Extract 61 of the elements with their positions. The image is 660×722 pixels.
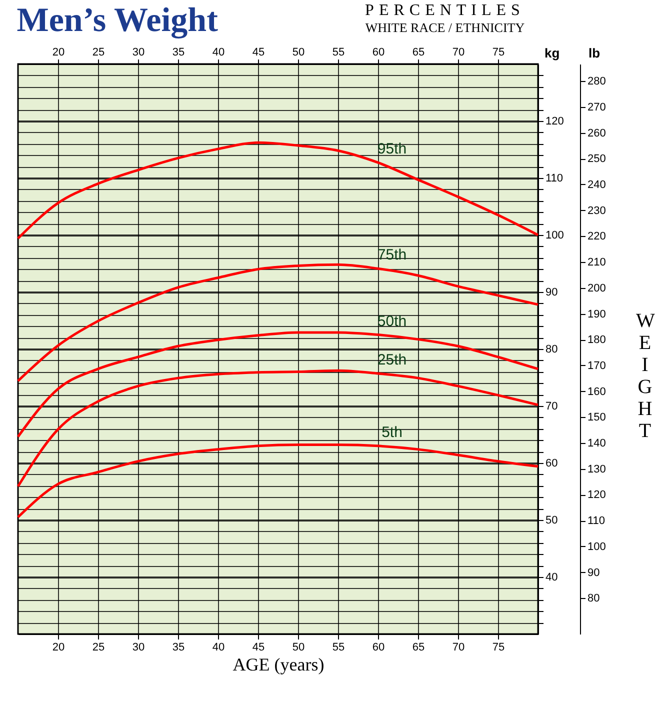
y2-tick-label: 120 [588, 489, 606, 502]
y2-tick-label: 180 [588, 334, 606, 346]
y-tick-label: 40 [546, 572, 558, 584]
y2-tick-label: 240 [588, 178, 606, 191]
chart-title: Men’s Weight [16, 2, 219, 39]
y2-tick-label: 200 [588, 282, 606, 294]
y-tick-label: 90 [546, 286, 558, 298]
x-tick-label: 70 [452, 46, 465, 58]
y2-tick-label: 250 [588, 153, 606, 166]
x-tick-label: 50 [292, 46, 305, 58]
x-tick-label: 45 [252, 46, 265, 58]
x2-tick-label: 25 [92, 642, 105, 654]
x-tick-label: 35 [172, 46, 185, 58]
x2-tick-label: 70 [452, 642, 465, 654]
x2-tick-label: 60 [372, 642, 385, 654]
x2-tick-label: 55 [332, 642, 345, 654]
y2-tick-label: 280 [588, 76, 606, 88]
x-tick-label: 20 [52, 46, 65, 58]
y2-tick-label: 130 [588, 463, 606, 476]
y-tick-label: 120 [546, 116, 564, 128]
x2-tick-label: 20 [52, 642, 65, 654]
y-axis-title: kg [544, 46, 560, 60]
x-tick-label: 75 [492, 46, 505, 58]
y2-tick-label: 90 [588, 566, 600, 579]
y2-tick-label: 260 [588, 127, 606, 140]
x-tick-label: 60 [372, 46, 385, 58]
x-tick-label: 55 [332, 46, 345, 58]
text: WEIGHT [636, 310, 655, 442]
y-tick-label: 80 [546, 344, 558, 356]
y2-tick-label: 150 [588, 412, 606, 424]
x-axis-title: AGE (years) [232, 654, 324, 674]
x-tick-label: 25 [92, 46, 105, 58]
text: WHITE RACE / ETHNICITY [364, 20, 526, 36]
y2-tick-label: 220 [588, 230, 606, 243]
x2-tick-label: 35 [172, 642, 185, 654]
y2-tick-label: 140 [588, 438, 606, 450]
x2-tick-label: 30 [132, 642, 145, 654]
x2-tick-label: 45 [252, 642, 265, 654]
y2-axis-title: lb [588, 46, 600, 60]
y-tick-label: 70 [546, 400, 558, 412]
y2-tick-label: 210 [588, 256, 606, 269]
x-tick-label: 65 [412, 46, 425, 58]
y-tick-label: 50 [546, 514, 558, 526]
x2-tick-label: 40 [212, 642, 225, 654]
x2-tick-label: 75 [492, 642, 505, 654]
y2-tick-label: 190 [588, 308, 606, 320]
chart-subtitle: PERCENTILES [364, 2, 526, 20]
y-tick-label: 60 [546, 458, 558, 470]
y-tick-label: 110 [546, 172, 564, 184]
y2-tick-label: 270 [588, 101, 606, 114]
y2-tick-label: 170 [588, 360, 606, 372]
x-tick-label: 40 [212, 46, 225, 58]
y2-tick-label: 160 [588, 386, 606, 398]
y2-tick-label: 230 [588, 204, 606, 217]
y2-tick-label: 110 [588, 515, 606, 528]
x2-tick-label: 65 [412, 642, 425, 654]
y2-tick-label: 100 [588, 540, 606, 553]
x-tick-label: 30 [132, 46, 145, 58]
y2-tick-label: 80 [588, 592, 600, 605]
y-tick-label: 100 [546, 230, 564, 242]
x2-tick-label: 50 [292, 642, 305, 654]
